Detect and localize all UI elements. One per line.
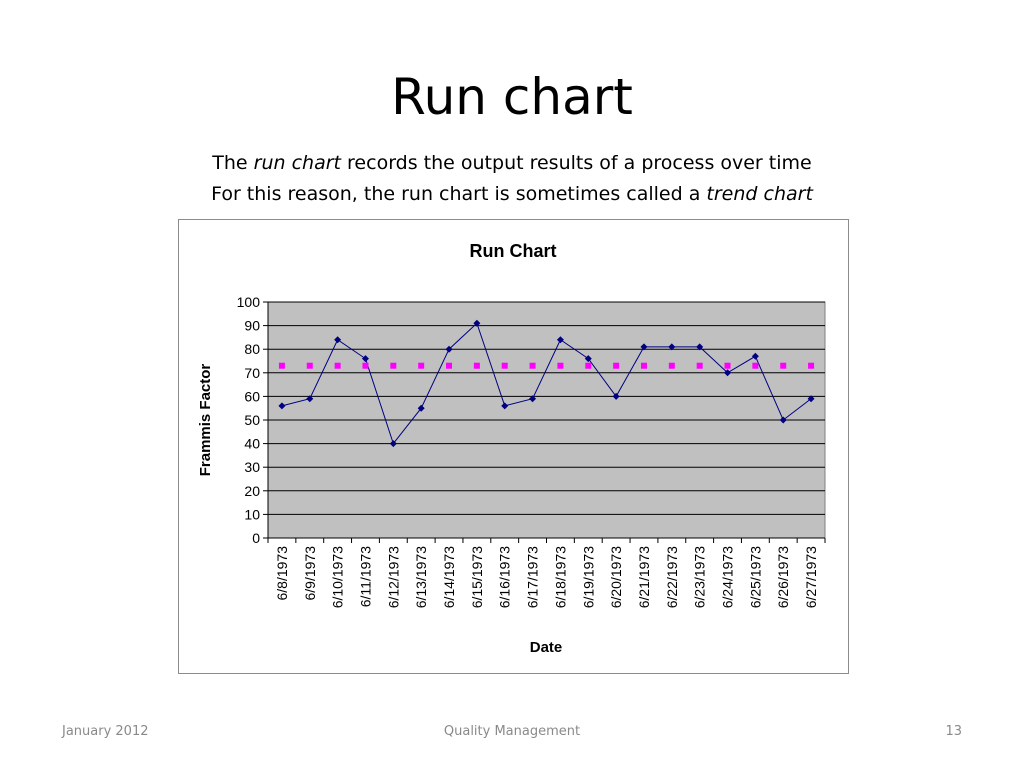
data-point <box>473 362 480 369</box>
data-point <box>501 402 509 410</box>
y-tick-label: 20 <box>244 483 260 499</box>
data-point <box>808 362 815 369</box>
data-point <box>584 355 592 363</box>
footer-date: January 2012 <box>62 724 149 739</box>
x-axis-title: Date <box>530 639 563 656</box>
data-point <box>668 362 675 369</box>
data-point <box>390 362 397 369</box>
y-tick-label: 50 <box>244 412 260 428</box>
y-tick-label: 80 <box>244 341 260 357</box>
x-tick-label: 6/18/1973 <box>552 546 568 608</box>
x-tick-label: 6/24/1973 <box>720 546 736 608</box>
slide-title: Run chart <box>391 68 633 126</box>
x-tick-label: 6/9/1973 <box>302 546 318 601</box>
x-tick-label: 6/25/1973 <box>747 546 763 608</box>
footer-page-number: 13 <box>945 724 962 739</box>
y-axis-title: Frammis Factor <box>197 364 214 477</box>
data-point <box>445 345 453 353</box>
data-point <box>696 362 703 369</box>
chart-title: Run Chart <box>470 241 557 261</box>
data-point <box>529 395 537 403</box>
x-tick-label: 6/26/1973 <box>775 546 791 608</box>
data-point <box>334 362 341 369</box>
x-tick-label: 6/10/1973 <box>330 546 346 608</box>
x-tick-label: 6/20/1973 <box>608 546 624 608</box>
data-point <box>306 362 313 369</box>
data-point <box>724 369 732 377</box>
data-point <box>752 362 759 369</box>
subtitle-line-2: For this reason, the run chart is someti… <box>0 181 1024 207</box>
y-tick-label: 100 <box>237 294 261 310</box>
y-tick-label: 40 <box>244 436 260 452</box>
data-point <box>446 362 453 369</box>
y-tick-label: 10 <box>244 506 260 522</box>
subtitle-2-pre: For this reason, the run chart is someti… <box>211 183 707 205</box>
x-tick-label: 6/22/1973 <box>664 546 680 608</box>
data-point <box>334 336 342 344</box>
y-tick-label: 60 <box>244 388 260 404</box>
data-point <box>361 355 369 363</box>
x-tick-label: 6/8/1973 <box>274 546 290 601</box>
x-tick-label: 6/13/1973 <box>413 546 429 608</box>
data-point <box>668 343 676 351</box>
x-tick-label: 6/14/1973 <box>441 546 457 608</box>
x-tick-label: 6/27/1973 <box>803 546 819 608</box>
x-tick-label: 6/17/1973 <box>525 546 541 608</box>
data-point <box>417 404 425 412</box>
data-point <box>807 395 815 403</box>
x-tick-label: 6/16/1973 <box>497 546 513 608</box>
data-point <box>529 362 536 369</box>
x-tick-label: 6/19/1973 <box>580 546 596 608</box>
subtitle-2-emphasis: trend chart <box>706 183 813 205</box>
data-point <box>278 362 285 369</box>
data-point <box>556 336 564 344</box>
data-point <box>780 362 787 369</box>
series-line <box>281 322 812 445</box>
data-point <box>389 440 397 448</box>
data-point <box>306 395 314 403</box>
subtitle-1-post: records the output results of a process … <box>341 152 812 174</box>
data-point <box>612 392 620 400</box>
data-point <box>585 362 592 369</box>
data-point <box>473 319 481 327</box>
data-point <box>501 362 508 369</box>
x-tick-label: 6/21/1973 <box>636 546 652 608</box>
subtitle-line-1: The run chart records the output results… <box>0 150 1024 176</box>
y-tick-label: 30 <box>244 459 260 475</box>
data-point <box>724 362 731 369</box>
chart-container: 0 10 20 30 40 50 60 70 80 90 100 6/8/1973 6/9/1973 6/… <box>178 219 849 674</box>
y-tick-label: 0 <box>252 530 260 546</box>
data-point <box>640 362 647 369</box>
footer-topic: Quality Management <box>443 724 581 739</box>
data-point <box>557 362 564 369</box>
data-point <box>362 362 369 369</box>
subtitle-1-emphasis: run chart <box>253 152 341 174</box>
data-point <box>751 352 759 360</box>
run-chart: 0 10 20 30 40 50 60 70 80 90 100 6/8/1973 6/9/1973 6/… <box>197 241 826 656</box>
data-point <box>696 343 704 351</box>
data-point <box>418 362 425 369</box>
x-tick-label: 6/12/1973 <box>385 546 401 608</box>
data-point <box>278 402 286 410</box>
x-tick-label: 6/15/1973 <box>469 546 485 608</box>
y-tick-label: 90 <box>244 318 260 334</box>
data-point <box>779 416 787 424</box>
data-point <box>613 362 620 369</box>
data-point <box>640 343 648 351</box>
x-tick-label: 6/23/1973 <box>692 546 708 608</box>
subtitle-1-pre: The <box>212 152 254 174</box>
y-tick-label: 70 <box>244 365 260 381</box>
x-tick-label: 6/11/1973 <box>357 546 373 607</box>
